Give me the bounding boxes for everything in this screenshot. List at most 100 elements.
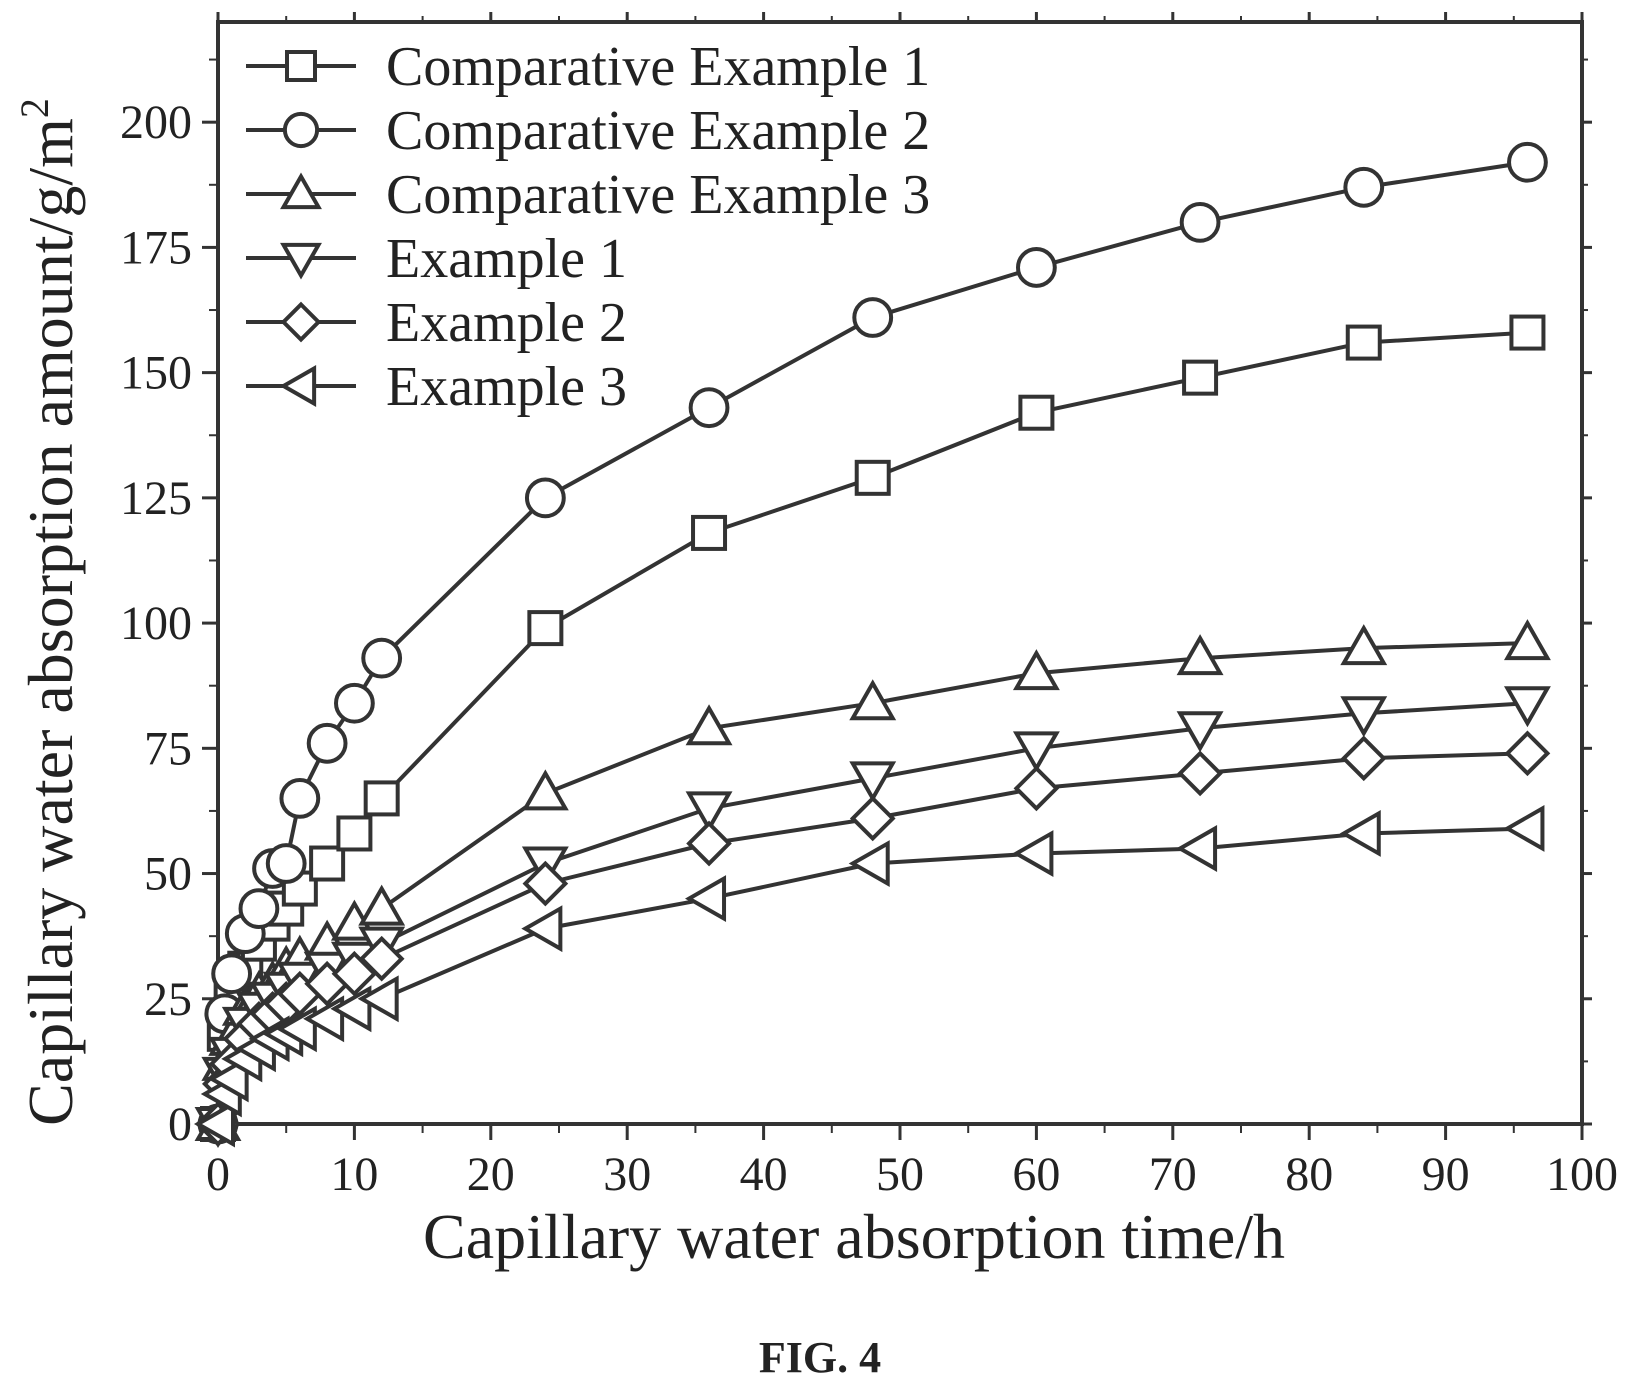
x-tick-label: 60 bbox=[1012, 1148, 1060, 1201]
data-point bbox=[1012, 731, 1060, 773]
x-tick-label: 90 bbox=[1422, 1148, 1470, 1201]
data-point bbox=[688, 387, 730, 429]
data-point bbox=[848, 840, 890, 887]
y-axis-title-superscript: 2 bbox=[12, 98, 57, 118]
x-tick-label: 80 bbox=[1285, 1148, 1333, 1201]
data-point bbox=[1340, 624, 1388, 666]
data-point bbox=[1176, 825, 1218, 872]
data-point bbox=[849, 795, 896, 842]
legend-marker bbox=[279, 365, 317, 407]
y-tick-label: 100 bbox=[120, 597, 192, 650]
data-point bbox=[1177, 750, 1223, 797]
data-point bbox=[265, 843, 307, 884]
data-point bbox=[1507, 141, 1548, 183]
data-point bbox=[527, 610, 564, 647]
series-line bbox=[216, 330, 1528, 1125]
legend-marker bbox=[280, 242, 322, 280]
data-point bbox=[306, 722, 348, 764]
x-tick-label: 100 bbox=[1546, 1148, 1618, 1201]
legend-label: Comparative Example 1 bbox=[386, 36, 930, 98]
data-point bbox=[1345, 324, 1382, 361]
legend-marker bbox=[285, 50, 317, 82]
data-point bbox=[1343, 166, 1385, 208]
series-6 bbox=[193, 805, 1545, 1148]
legend-label: Comparative Example 3 bbox=[386, 164, 930, 226]
data-point bbox=[685, 791, 733, 833]
data-point bbox=[524, 477, 566, 519]
y-tick-label: 75 bbox=[144, 722, 192, 775]
data-point bbox=[1503, 805, 1545, 852]
legend-marker bbox=[280, 301, 322, 343]
figure-caption: FIG. 4 bbox=[759, 1333, 881, 1382]
data-point bbox=[691, 514, 728, 551]
data-point bbox=[1179, 201, 1221, 243]
y-tick-label: 200 bbox=[120, 96, 192, 149]
legend-item-4: Example 1 bbox=[246, 228, 627, 290]
data-point bbox=[1018, 394, 1055, 431]
data-point bbox=[854, 459, 891, 496]
x-tick-label: 10 bbox=[330, 1148, 378, 1201]
data-point bbox=[358, 884, 406, 926]
x-tick-label: 40 bbox=[740, 1148, 788, 1201]
y-axis-title-main: Capillary water absorption amount/g/m bbox=[15, 118, 86, 1126]
data-point bbox=[1504, 730, 1551, 777]
y-tick-label: 0 bbox=[168, 1098, 192, 1151]
y-tick-label: 150 bbox=[120, 347, 192, 400]
data-point bbox=[1013, 765, 1060, 812]
data-point bbox=[1176, 711, 1224, 753]
y-tick-label: 50 bbox=[144, 848, 192, 901]
data-point bbox=[1503, 686, 1551, 728]
data-point bbox=[1012, 830, 1054, 877]
legend-item-6: Example 3 bbox=[246, 356, 627, 418]
legend-marker bbox=[280, 172, 322, 210]
data-point bbox=[521, 769, 569, 811]
legend-label: Example 3 bbox=[386, 356, 627, 418]
data-point bbox=[238, 888, 280, 930]
data-point bbox=[1340, 735, 1387, 782]
data-point bbox=[849, 761, 897, 803]
legend-marker bbox=[282, 111, 320, 149]
data-point bbox=[685, 704, 733, 746]
data-point bbox=[1340, 696, 1388, 738]
data-point bbox=[1176, 634, 1224, 676]
series-1 bbox=[200, 314, 1546, 1142]
data-point bbox=[357, 975, 399, 1023]
x-tick-label: 20 bbox=[467, 1148, 515, 1201]
legend-item-5: Example 2 bbox=[246, 292, 627, 354]
data-point bbox=[309, 845, 346, 882]
y-axis-title: Capillary water absorption amount/g/m2 bbox=[12, 98, 86, 1126]
x-tick-label: 30 bbox=[603, 1148, 651, 1201]
x-tick-label: 50 bbox=[876, 1148, 924, 1201]
data-point bbox=[193, 1100, 235, 1148]
legend-label: Example 2 bbox=[386, 292, 627, 354]
data-point bbox=[211, 953, 253, 995]
data-point bbox=[336, 815, 373, 852]
data-point bbox=[358, 935, 405, 982]
data-point bbox=[521, 905, 563, 953]
x-axis-title: Capillary water absorption time/h bbox=[423, 1201, 1285, 1272]
legend-label: Comparative Example 2 bbox=[386, 100, 930, 162]
y-tick-label: 175 bbox=[120, 221, 192, 274]
y-tick-label: 25 bbox=[144, 973, 192, 1026]
data-point bbox=[1012, 649, 1060, 691]
data-point bbox=[1509, 314, 1546, 351]
data-point bbox=[1182, 359, 1219, 396]
data-point bbox=[363, 780, 400, 817]
y-tick-label: 125 bbox=[120, 472, 192, 525]
data-point bbox=[522, 860, 569, 907]
legend-item-2: Comparative Example 2 bbox=[246, 100, 930, 162]
data-point bbox=[685, 875, 727, 923]
data-point bbox=[207, 1055, 249, 1103]
data-point bbox=[279, 778, 321, 819]
data-point bbox=[849, 679, 897, 721]
data-point bbox=[1339, 810, 1381, 857]
x-tick-label: 70 bbox=[1149, 1148, 1197, 1201]
data-point bbox=[361, 637, 403, 679]
data-point bbox=[334, 682, 375, 724]
legend-label: Example 1 bbox=[386, 228, 627, 290]
x-tick-label: 0 bbox=[206, 1148, 230, 1201]
data-point bbox=[1016, 247, 1057, 288]
legend-item-3: Comparative Example 3 bbox=[246, 164, 930, 226]
